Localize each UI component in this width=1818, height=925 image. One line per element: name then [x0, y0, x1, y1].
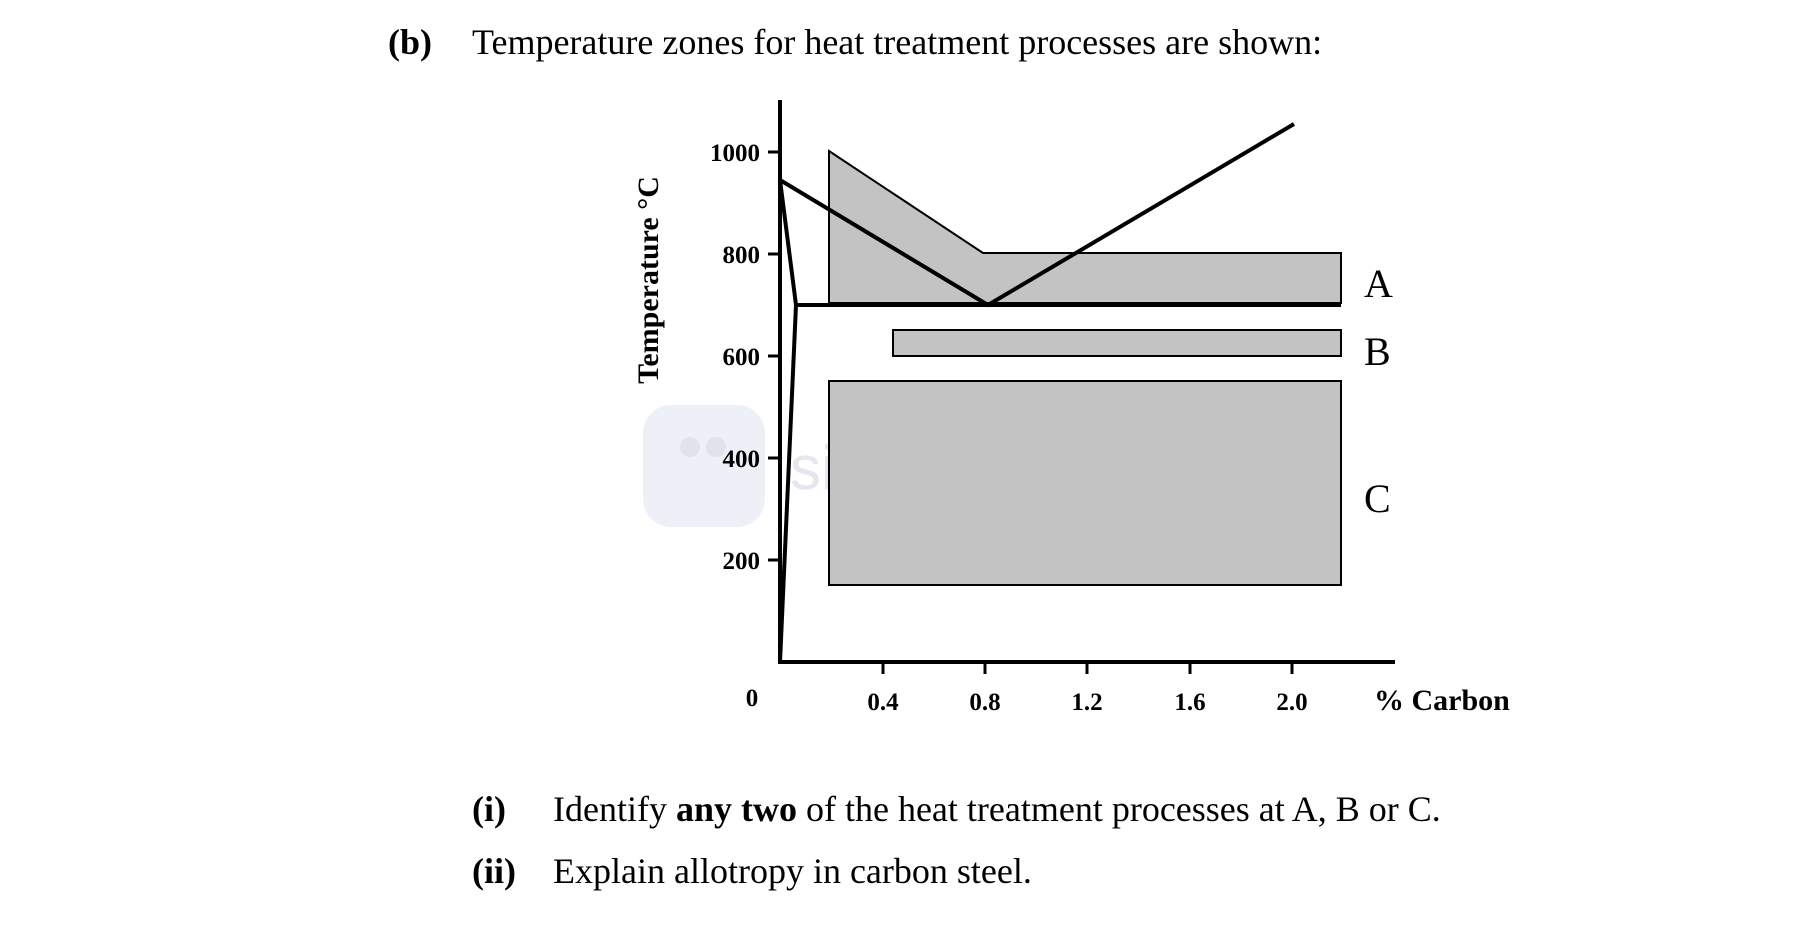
- ferrite-boundary-line: [778, 304, 798, 663]
- x-tick-label: 0.4: [867, 689, 899, 716]
- question-i-emphasis: any two: [675, 789, 797, 829]
- zone-a-label: A: [1364, 261, 1393, 306]
- zone-c-label: C: [1364, 476, 1391, 521]
- question-ii-label: (ii): [472, 851, 516, 891]
- question-i-label: (i): [472, 789, 506, 829]
- question-ii-text: Explain allotropy in carbon steel.: [553, 851, 1032, 891]
- watermark-logo-icon: [643, 405, 765, 527]
- y-tick-label: 400: [723, 446, 761, 473]
- y-tick-label: 1000: [710, 140, 760, 167]
- zone-c: [828, 380, 1342, 586]
- y-tick-label: 600: [723, 344, 761, 371]
- x-tick-label: 0.8: [969, 689, 1000, 716]
- question-i-text-after: of the heat treatment processes at A, B …: [796, 789, 1441, 829]
- question-b-label: (b): [388, 22, 432, 62]
- y-tick-label: 800: [723, 242, 761, 269]
- zone-a: [828, 149, 1342, 304]
- y-tick-label: 200: [723, 548, 761, 575]
- x-tick-label: 1.2: [1071, 689, 1102, 716]
- x-tick-label: 1.6: [1174, 689, 1205, 716]
- origin-label: 0: [746, 685, 759, 712]
- x-tick-label: 2.0: [1276, 689, 1307, 716]
- zone-b-label: B: [1364, 329, 1391, 374]
- y-axis-title: Temperature °C: [632, 176, 665, 384]
- question-i-text-before: Identify: [553, 789, 676, 829]
- x-axis-title: % Carbon: [1374, 684, 1510, 717]
- zone-b: [892, 329, 1342, 357]
- question-i-text: Identify any two of the heat treatment p…: [553, 791, 1441, 827]
- question-b-text: Temperature zones for heat treatment pro…: [472, 22, 1323, 62]
